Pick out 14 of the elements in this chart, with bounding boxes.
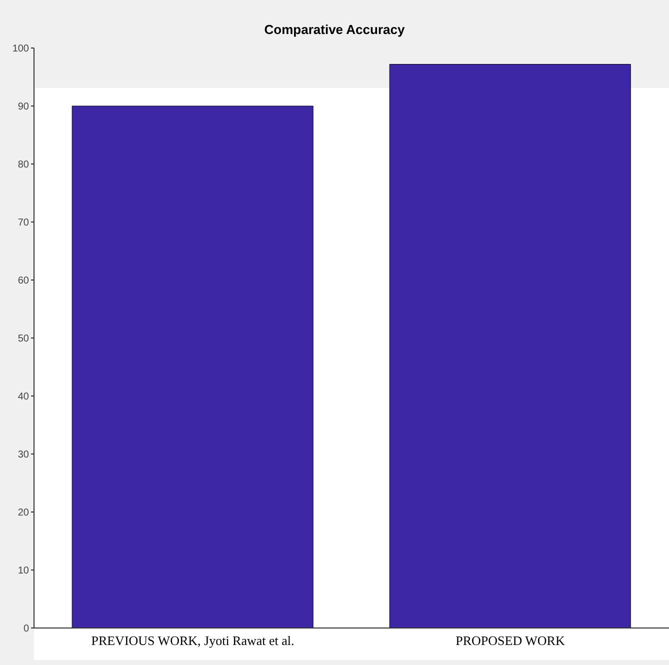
y-tick-label: 60 [18, 276, 30, 287]
y-tick-label: 90 [18, 102, 30, 113]
y-tick-label: 10 [18, 566, 30, 577]
y-tick-label: 0 [23, 624, 30, 635]
y-tick-label: 80 [18, 160, 30, 171]
chart-title: Comparative Accuracy [263, 22, 406, 37]
y-tick-label: 30 [18, 450, 30, 461]
y-tick-label: 20 [18, 508, 30, 519]
y-tick-label: 70 [18, 218, 30, 229]
x-tick-label: PREVIOUS WORK, Jyoti Rawat et al. [91, 633, 294, 648]
x-tick-label: PROPOSED WORK [456, 633, 566, 648]
y-tick-label: 100 [12, 44, 30, 55]
y-tick-label: 40 [18, 392, 30, 403]
y-tick-label: 50 [18, 334, 30, 345]
